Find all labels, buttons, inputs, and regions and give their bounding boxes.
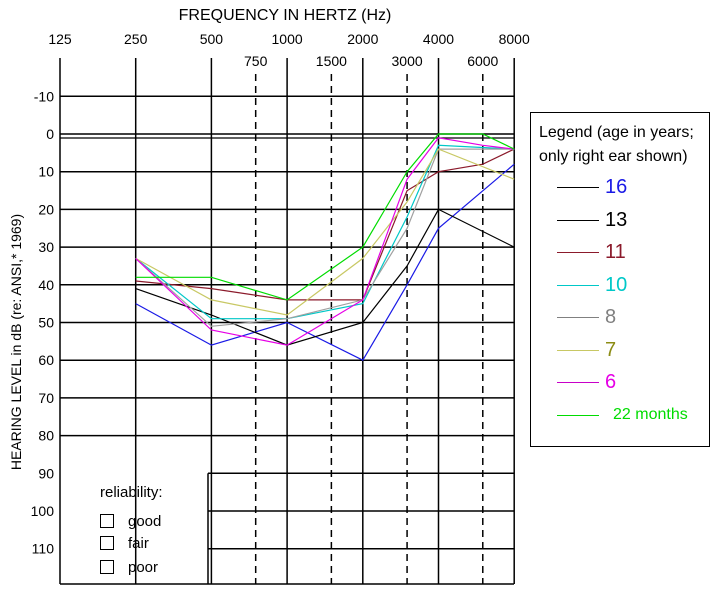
legend-label: 11	[605, 241, 626, 263]
reliability-label-fair: fair	[128, 535, 149, 552]
series-line-10	[135, 144, 515, 320]
y-tick--10: -10	[34, 88, 54, 104]
y-tick-20: 20	[38, 201, 54, 217]
legend-swatch	[557, 414, 599, 416]
legend-label: 22 months	[613, 405, 688, 423]
legend-item-8: 8	[557, 303, 707, 331]
series-line-22-months	[135, 133, 515, 301]
x-mid-tick-1500: 1500	[316, 53, 347, 69]
legend-item-16: 16	[557, 173, 707, 201]
y-tick-0: 0	[46, 126, 54, 142]
y-tick-30: 30	[38, 239, 54, 255]
x-tick-125: 125	[48, 31, 72, 47]
x-tick-1000: 1000	[272, 31, 303, 47]
y-tick-90: 90	[38, 465, 54, 481]
data-series	[135, 133, 515, 361]
reliability-panel: reliability: good fair poor	[62, 474, 207, 584]
y-tick-100: 100	[31, 503, 55, 519]
legend-label: 6	[605, 371, 617, 393]
y-axis-label: HEARING LEVEL in dB (re: ANSI,* 1969)	[8, 214, 24, 470]
legend-item-6: 6	[557, 368, 707, 396]
series-line-7	[135, 148, 515, 316]
legend-item-13: 13	[557, 206, 707, 234]
x-tick-500: 500	[200, 31, 224, 47]
legend-swatch	[557, 187, 599, 188]
y-tick-80: 80	[38, 428, 54, 444]
legend-swatch	[557, 252, 599, 253]
y-tick-40: 40	[38, 277, 54, 293]
reliability-label-poor: poor	[128, 559, 159, 576]
checkbox-poor[interactable]	[100, 560, 114, 574]
reliability-option-fair[interactable]: fair	[100, 534, 210, 556]
legend-label: 8	[605, 306, 617, 328]
legend-label: 16	[605, 176, 628, 198]
x-tick-4000: 4000	[423, 31, 454, 47]
series-line-13	[135, 208, 515, 346]
y-tick-10: 10	[38, 164, 54, 180]
legend-item-10: 10	[557, 271, 707, 299]
legend-swatch	[557, 317, 599, 318]
reliability-title: reliability:	[100, 484, 163, 501]
x-mid-tick-750: 750	[244, 53, 268, 69]
legend-title: Legend (age in years; only right ear sho…	[539, 124, 694, 165]
series-line-16	[135, 163, 515, 361]
x-mid-tick-3000: 3000	[392, 53, 423, 69]
x-mid-tick-6000: 6000	[467, 53, 498, 69]
reliability-option-good[interactable]: good	[100, 512, 210, 534]
y-tick-50: 50	[38, 315, 54, 331]
legend-swatch	[557, 284, 599, 286]
legend-item-7: 7	[557, 336, 707, 364]
legend-label: 10	[605, 273, 628, 296]
x-tick-250: 250	[124, 31, 148, 47]
legend-label: 13	[605, 208, 628, 231]
checkbox-good[interactable]	[100, 514, 114, 528]
series-line-11	[135, 148, 515, 301]
reliability-label-good: good	[128, 513, 162, 530]
y-tick-70: 70	[38, 390, 54, 406]
legend-item-22-months: 22 months	[557, 401, 707, 429]
series-line-6	[135, 137, 515, 346]
legend-swatch	[557, 382, 599, 383]
y-tick-60: 60	[38, 352, 54, 368]
legend: Legend (age in years; only right ear sho…	[530, 112, 710, 447]
x-tick-2000: 2000	[347, 31, 378, 47]
legend-swatch	[557, 349, 599, 351]
checkbox-fair[interactable]	[100, 536, 114, 550]
y-tick-110: 110	[32, 541, 55, 557]
chart-title: FREQUENCY IN HERTZ (Hz)	[179, 7, 392, 24]
x-tick-8000: 8000	[499, 31, 530, 47]
legend-label: 7	[605, 338, 617, 361]
legend-swatch	[557, 219, 599, 221]
reliability-option-poor[interactable]: poor	[100, 558, 210, 580]
legend-item-11: 11	[557, 238, 707, 266]
